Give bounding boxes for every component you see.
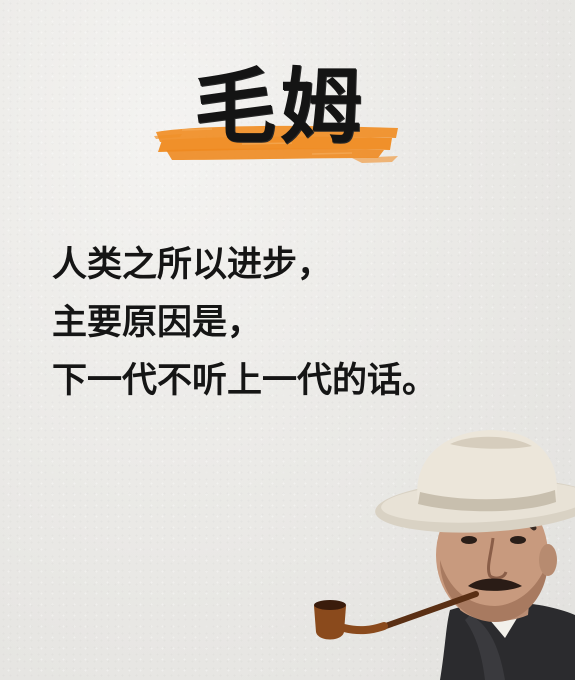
poster-title: 毛姆: [193, 59, 366, 155]
quote-line-2: 主要原因是，: [52, 302, 263, 343]
portrait-icon: [314, 430, 575, 680]
quote-line-1: 人类之所以进步，: [52, 244, 333, 285]
quote-line-3: 下一代不听上一代的话。: [52, 360, 438, 401]
quote-block: 人类之所以进步， 主要原因是， 下一代不听上一代的话。: [52, 236, 552, 410]
brush-stroke-icon: [154, 125, 398, 163]
